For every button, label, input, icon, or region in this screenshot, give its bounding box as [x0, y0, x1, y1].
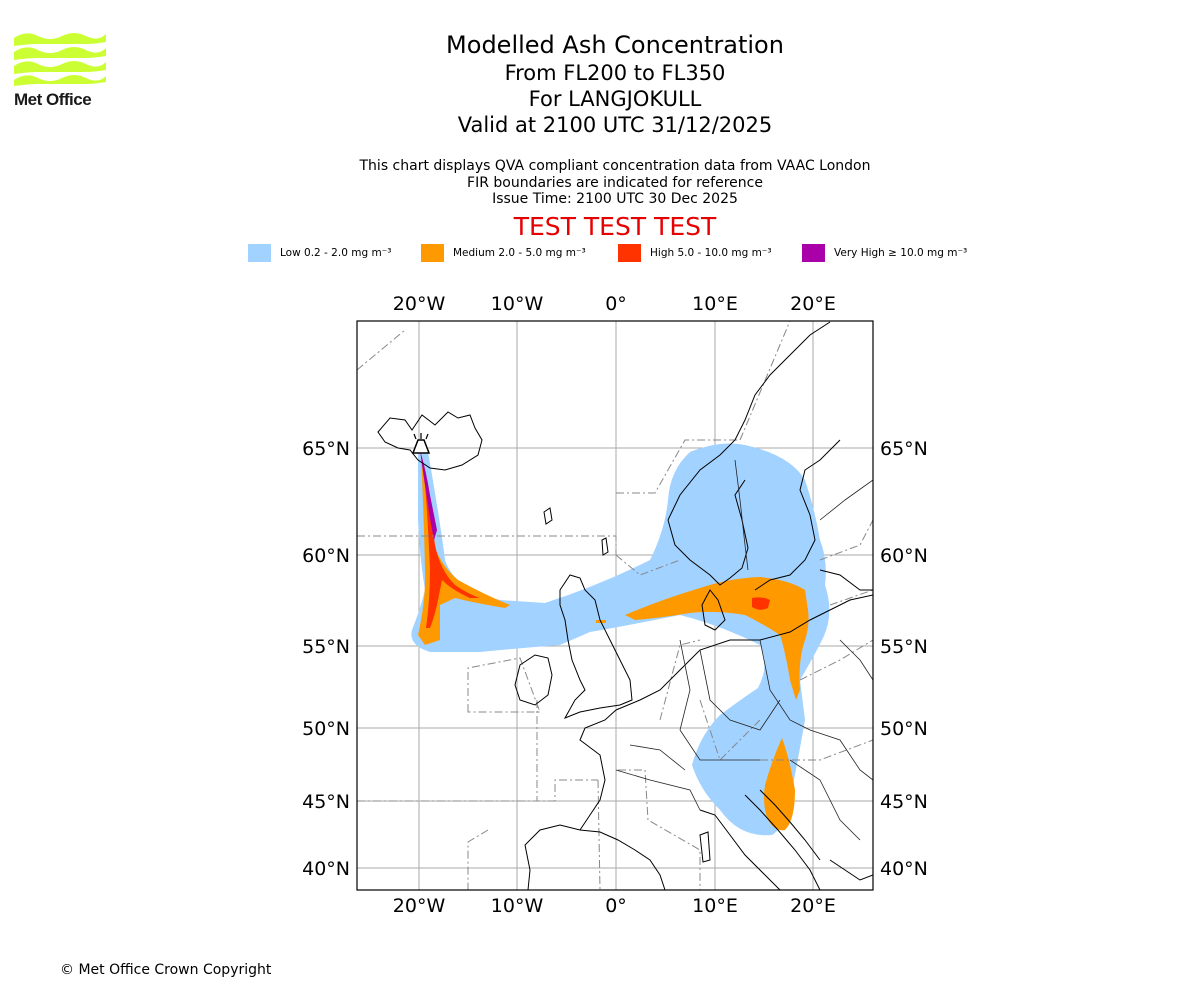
lat-labels-left: 65°N 60°N 55°N 50°N 45°N 40°N: [302, 438, 350, 880]
copyright: © Met Office Crown Copyright: [60, 962, 272, 978]
legend-item-high: High 5.0 - 10.0 mg m⁻³: [618, 244, 772, 262]
legend: Low 0.2 - 2.0 mg m⁻³ Medium 2.0 - 5.0 mg…: [0, 244, 1200, 264]
chart-title: Modelled Ash Concentration From FL200 to…: [315, 30, 915, 138]
lon-label: 0°: [605, 895, 627, 917]
logo-text: Met Office: [14, 90, 92, 109]
subtitle-line2: FIR boundaries are indicated for referen…: [467, 174, 763, 191]
test-banner: TEST TEST TEST: [513, 212, 717, 241]
legend-item-medium: Medium 2.0 - 5.0 mg m⁻³: [421, 244, 586, 262]
legend-label-high: High 5.0 - 10.0 mg m⁻³: [650, 247, 772, 259]
lon-label: 10°W: [491, 895, 544, 917]
lon-label: 20°E: [790, 895, 836, 917]
map-frame: [356, 320, 874, 891]
legend-item-very-high: Very High ≥ 10.0 mg m⁻³: [802, 244, 967, 262]
lat-label: 55°N: [880, 636, 928, 658]
lat-label: 65°N: [302, 438, 350, 460]
title-line4: Valid at 2100 UTC 31/12/2025: [457, 113, 773, 137]
legend-label-medium: Medium 2.0 - 5.0 mg m⁻³: [453, 247, 586, 259]
ash-high: [424, 470, 770, 628]
lat-label: 50°N: [880, 718, 928, 740]
lon-label: 20°E: [790, 293, 836, 315]
lon-label: 20°W: [393, 293, 446, 315]
lon-label: 0°: [605, 293, 627, 315]
lon-label: 10°W: [491, 293, 544, 315]
lat-label: 40°N: [302, 858, 350, 880]
fir-boundaries: [357, 321, 873, 890]
lon-labels-bottom: 20°W 10°W 0° 10°E 20°E: [393, 895, 836, 917]
legend-label-low: Low 0.2 - 2.0 mg m⁻³: [280, 247, 392, 259]
lat-label: 45°N: [880, 791, 928, 813]
title-line2: From FL200 to FL350: [504, 61, 726, 85]
lon-label: 10°E: [692, 293, 738, 315]
volcano-icon: [411, 433, 431, 454]
subtitle-line3: Issue Time: 2100 UTC 30 Dec 2025: [492, 191, 738, 207]
met-office-logo: [14, 30, 114, 114]
title-line1: Modelled Ash Concentration: [446, 31, 784, 59]
met-office-wave-icon: [14, 33, 106, 86]
lon-labels-top: 20°W 10°W 0° 10°E 20°E: [393, 293, 836, 315]
lat-label: 55°N: [302, 636, 350, 658]
lat-label: 50°N: [302, 718, 350, 740]
country-boundaries: [615, 459, 873, 841]
lat-labels-right: 65°N 60°N 55°N 50°N 45°N 40°N: [880, 438, 928, 880]
lat-label: 45°N: [302, 791, 350, 813]
lat-label: 60°N: [302, 545, 350, 567]
legend-item-low: Low 0.2 - 2.0 mg m⁻³: [248, 244, 391, 262]
lat-label: 65°N: [880, 438, 928, 460]
ash-very-high: [420, 450, 437, 540]
lon-label: 10°E: [692, 895, 738, 917]
legend-swatch-medium: [421, 244, 444, 262]
lon-label: 20°W: [393, 895, 446, 917]
legend-label-very-high: Very High ≥ 10.0 mg m⁻³: [834, 247, 968, 259]
legend-swatch-very-high: [802, 244, 825, 262]
map-content: [357, 321, 873, 890]
legend-swatch-low: [248, 244, 271, 262]
lat-label: 60°N: [880, 545, 928, 567]
legend-swatch-high: [618, 244, 641, 262]
ash-low: [411, 443, 830, 836]
ash-map: 20°W 10°W 0° 10°E 20°E 20°W 10°W 0° 10°E…: [302, 293, 928, 917]
chart-subtitle: This chart displays QVA compliant concen…: [315, 158, 915, 208]
subtitle-line1: This chart displays QVA compliant concen…: [359, 158, 871, 174]
lat-label: 40°N: [880, 858, 928, 880]
coastlines: [377, 321, 873, 890]
title-line3: For LANGJOKULL: [528, 87, 702, 111]
